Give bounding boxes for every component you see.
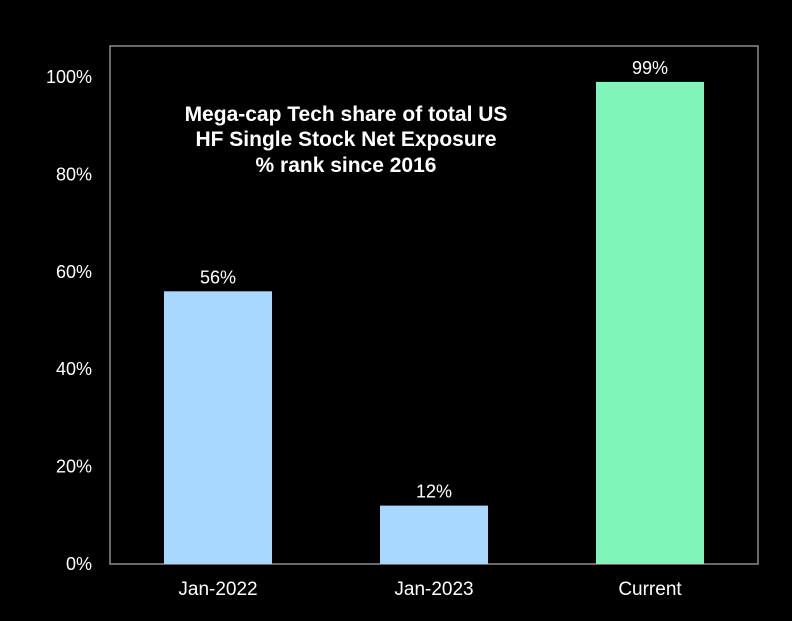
y-tick-label: 100%	[46, 67, 92, 87]
x-tick-label: Jan-2023	[394, 579, 473, 600]
bars-layer	[164, 81, 704, 565]
y-tick-label: 60%	[56, 262, 92, 282]
chart-title-line-3: % rank since 2016	[256, 154, 437, 177]
y-tick-label: 0%	[66, 554, 92, 574]
y-axis: 0% 20% 40% 60% 80% 100%	[46, 67, 92, 574]
chart-title-line-1: Mega-cap Tech share of total US	[185, 103, 508, 126]
x-axis: Jan-2022 Jan-2023 Current	[178, 579, 682, 600]
chart-title: Mega-cap Tech share of total US HF Singl…	[185, 103, 508, 177]
data-label: 12%	[416, 482, 452, 502]
data-labels-layer: 56% 12% 99%	[200, 58, 668, 502]
bar-current	[596, 81, 704, 565]
bar-jan-2023	[380, 505, 488, 564]
data-label: 99%	[632, 58, 668, 78]
x-tick-label: Jan-2022	[178, 579, 257, 600]
bar-jan-2022	[164, 291, 272, 564]
y-tick-label: 20%	[56, 457, 92, 477]
chart-title-line-2: HF Single Stock Net Exposure	[195, 128, 496, 151]
data-label: 56%	[200, 267, 236, 287]
y-tick-label: 40%	[56, 359, 92, 379]
y-tick-label: 80%	[56, 164, 92, 184]
x-tick-label: Current	[618, 579, 682, 600]
